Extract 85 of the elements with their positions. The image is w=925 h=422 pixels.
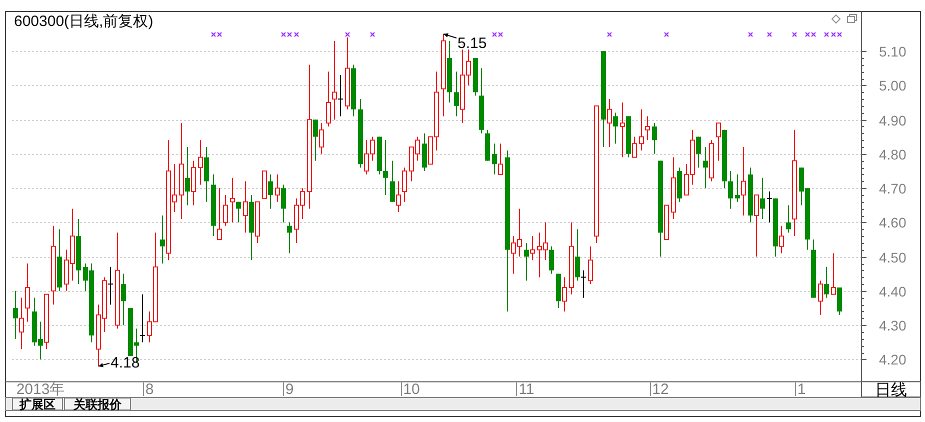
- y-tick-label: 4.60: [879, 214, 906, 230]
- x-tick-label: 9: [285, 381, 294, 398]
- y-tick-label: 4.70: [879, 180, 906, 196]
- candlestick: [588, 246, 593, 285]
- candlestick: [236, 201, 241, 223]
- candlestick: [728, 170, 733, 210]
- y-tick-label: 5.10: [879, 44, 906, 60]
- candlestick: [837, 286, 842, 316]
- candlestick: [140, 294, 146, 343]
- candlestick: [25, 263, 30, 322]
- text: 日线: [875, 381, 907, 399]
- annotation: 5.15: [458, 34, 487, 52]
- x-tick-label: 2013年: [16, 381, 65, 398]
- candlestick: [396, 180, 401, 213]
- candlestick: [281, 184, 286, 223]
- candlestick: [620, 102, 625, 158]
- x-tick-label: 1: [797, 381, 806, 398]
- candlestick: [338, 74, 344, 117]
- candlestick: [818, 280, 823, 316]
- candlestick: [716, 122, 721, 162]
- candlestick: [319, 122, 324, 154]
- candlestick: [223, 194, 228, 226]
- candlestick: [454, 71, 459, 117]
- candlestick: [580, 270, 586, 298]
- candlestick: [230, 177, 235, 223]
- candlestick: [645, 116, 650, 141]
- candlestick: [19, 297, 24, 350]
- chart-title: 600300(日线,前复权): [14, 13, 154, 30]
- candlestick: [121, 273, 126, 326]
- candlestick: [652, 122, 657, 154]
- candlestick: [754, 194, 759, 258]
- candlestick: [562, 276, 567, 312]
- candlestick: [332, 40, 337, 120]
- candlestick: [13, 290, 18, 340]
- x-tick-label: 12: [652, 381, 669, 398]
- candlestick: [108, 266, 114, 306]
- candlestick: [275, 174, 280, 202]
- candlestick: [613, 112, 618, 144]
- y-tick-label: 4.90: [879, 112, 906, 128]
- candlestick: [632, 136, 637, 158]
- candlestick: [575, 228, 580, 282]
- candlestick: [696, 136, 701, 168]
- text: 扩展区: [18, 398, 56, 412]
- candlestick: [760, 177, 765, 220]
- x-tick-label: 10: [403, 381, 420, 398]
- candlestick: [786, 204, 791, 234]
- candlestick: [243, 180, 248, 234]
- candlestick: [160, 215, 165, 264]
- candlestick: [831, 252, 836, 295]
- candlestick: [383, 140, 388, 196]
- candlestick: [492, 143, 497, 175]
- candlestick: [185, 146, 190, 206]
- candlestick: [422, 132, 427, 172]
- x-tick-label: 11: [518, 381, 534, 398]
- candlestick: [287, 222, 292, 254]
- candlestick: [766, 191, 772, 223]
- x-tick-label: 8: [145, 381, 154, 398]
- text: 关联报价: [72, 398, 122, 412]
- candlestick: [824, 266, 829, 298]
- candlestick: [530, 236, 535, 261]
- y-tick-label: 4.50: [879, 250, 906, 266]
- candlestick: [703, 146, 708, 189]
- candlestick: [735, 174, 740, 202]
- y-tick-label: 4.20: [879, 352, 906, 368]
- annotation: 4.18: [110, 354, 140, 372]
- candlestick: [191, 160, 196, 206]
- y-tick-label: 4.30: [879, 318, 906, 334]
- candlestick: [204, 146, 209, 202]
- y-tick-label: 4.80: [879, 146, 906, 162]
- y-tick-label: 5.00: [879, 78, 906, 94]
- candlestick: [741, 146, 746, 216]
- candlestick: [217, 188, 222, 240]
- candlestick: [639, 108, 644, 151]
- candlestick: [498, 143, 503, 175]
- candlestick: [524, 242, 529, 282]
- y-tick-label: 4.40: [879, 284, 906, 300]
- candlestick: [326, 71, 331, 127]
- candlestick: [390, 160, 395, 202]
- candlestick: [779, 225, 784, 254]
- candlestick: [402, 167, 407, 202]
- candlestick: [549, 246, 554, 274]
- candlestick: [313, 119, 318, 162]
- candlestick: [268, 174, 273, 210]
- candlestick: [607, 98, 612, 148]
- candlestick: [198, 140, 203, 186]
